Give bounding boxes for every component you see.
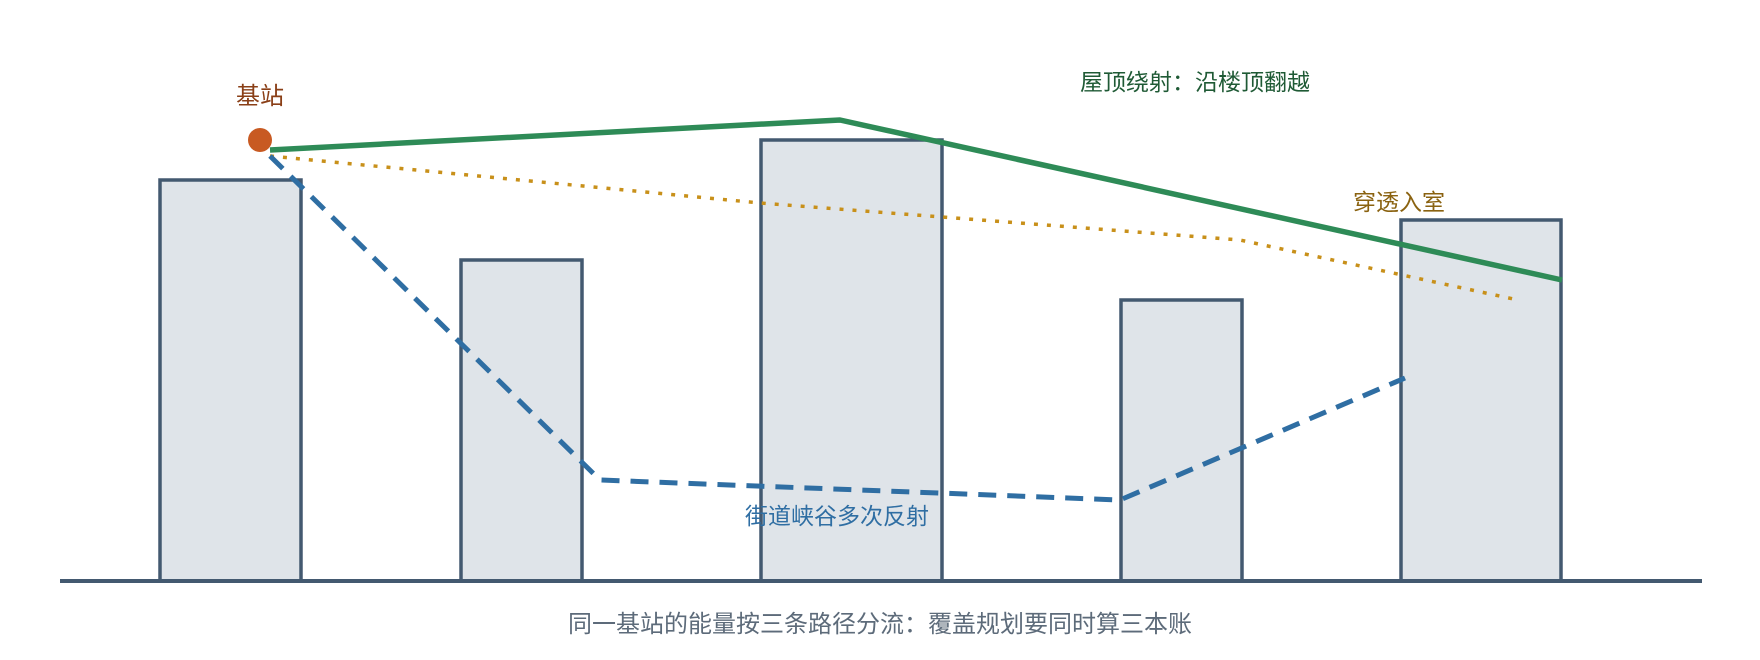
penetration-label: 穿透入室 [1353, 190, 1445, 216]
street-canyon-label: 街道峡谷多次反射 [745, 504, 929, 530]
building-5 [1399, 218, 1563, 583]
base-station-label: 基站 [236, 82, 284, 110]
rooftop-path [269, 117, 1563, 283]
rooftop-label: 屋顶绕射：沿楼顶翻越 [1080, 70, 1310, 96]
building-2 [459, 258, 584, 583]
diagram-caption: 同一基站的能量按三条路径分流：覆盖规划要同时算三本账 [568, 610, 1192, 638]
building-3 [759, 138, 944, 583]
street-canyon-path [268, 154, 1406, 503]
building-1 [158, 178, 303, 583]
building-4 [1119, 298, 1244, 583]
base-station-marker [248, 128, 272, 152]
